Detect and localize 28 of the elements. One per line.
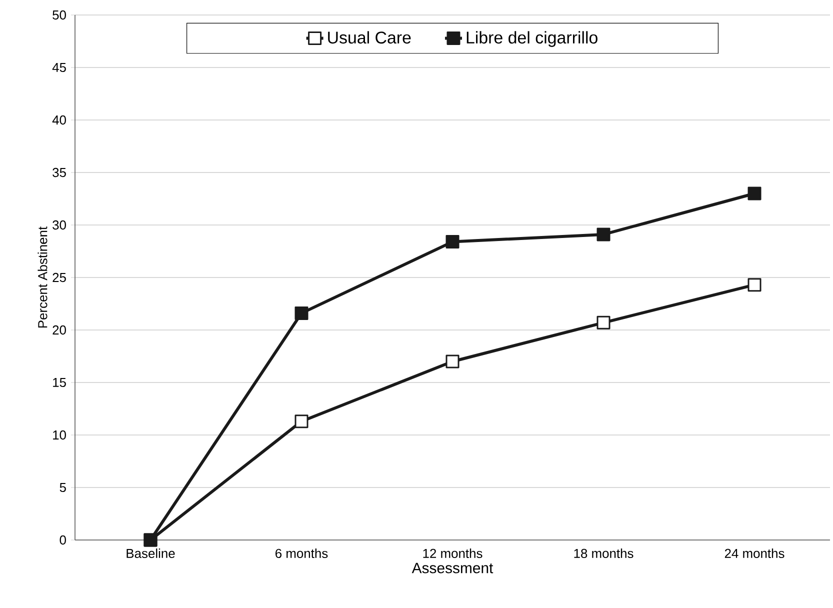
x-tick-label: Baseline bbox=[126, 548, 175, 558]
x-tick-label: 12 months bbox=[423, 548, 482, 558]
y-tick-label: 45 bbox=[52, 62, 66, 72]
x-tick-label: 6 months bbox=[276, 548, 328, 558]
y-tick-label: 20 bbox=[52, 325, 66, 335]
point bbox=[294, 306, 308, 320]
point bbox=[294, 414, 308, 428]
legend-label: Usual Care bbox=[328, 31, 411, 44]
x-tick-label: 18 months bbox=[574, 548, 634, 558]
legend-label: Libre del cigarrillo bbox=[466, 31, 598, 47]
y-axis-title: Percent Abstinent bbox=[38, 226, 48, 328]
y-tick-label: 40 bbox=[52, 115, 66, 125]
y-tick-label: 5 bbox=[60, 482, 66, 492]
x-tick-label: 24 months bbox=[724, 548, 784, 558]
y-tick-label: 15 bbox=[53, 378, 66, 388]
point bbox=[748, 186, 762, 200]
y-tick-label: 35 bbox=[52, 168, 66, 178]
point bbox=[446, 354, 460, 368]
x-axis-title: Assessment bbox=[412, 562, 494, 574]
point bbox=[596, 228, 610, 242]
y-tick-label: 50 bbox=[52, 10, 66, 20]
y-tick-label: 10 bbox=[53, 430, 66, 440]
point bbox=[446, 235, 460, 249]
y-tick-label: 30 bbox=[52, 220, 66, 230]
y-tick-label: 25 bbox=[52, 272, 66, 282]
point bbox=[596, 316, 610, 330]
y-tick-label: 0 bbox=[60, 535, 66, 545]
point bbox=[748, 278, 762, 292]
